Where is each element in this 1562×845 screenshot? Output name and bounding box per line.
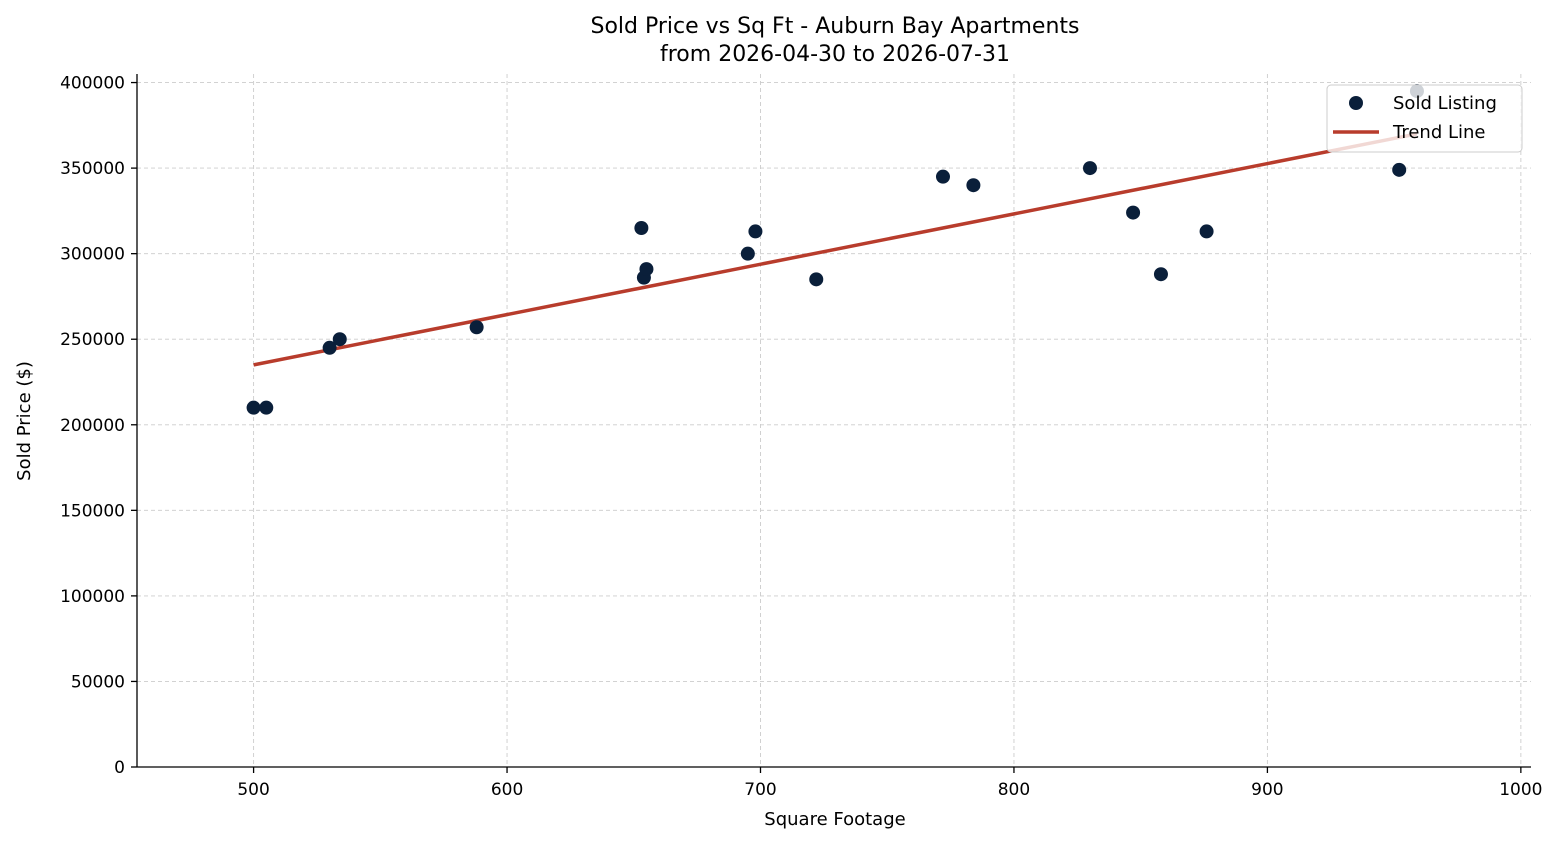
scatter-point xyxy=(748,224,763,239)
y-tick-label: 400000 xyxy=(60,74,125,94)
x-tick-label: 700 xyxy=(744,780,776,800)
scatter-points xyxy=(246,84,1424,415)
y-tick-label: 300000 xyxy=(60,245,125,265)
legend-marker-sold-listing xyxy=(1349,96,1363,110)
x-tick-label: 1000 xyxy=(1499,780,1542,800)
y-tick-label: 200000 xyxy=(60,416,125,436)
scatter-point xyxy=(740,246,755,261)
scatter-point xyxy=(322,340,337,355)
chart-subtitle: from 2026-04-30 to 2026-07-31 xyxy=(660,42,1010,67)
scatter-point xyxy=(809,272,824,287)
y-tick-label: 150000 xyxy=(60,501,125,521)
y-tick-label: 100000 xyxy=(60,587,125,607)
scatter-point xyxy=(332,332,347,347)
scatter-point xyxy=(246,400,261,415)
scatter-point xyxy=(935,169,950,184)
legend-label-trend-line: Trend Line xyxy=(1392,122,1486,143)
x-tick-label: 600 xyxy=(491,780,523,800)
scatter-point xyxy=(1082,161,1097,176)
x-tick-label: 900 xyxy=(1251,780,1283,800)
scatter-point xyxy=(1153,267,1168,282)
scatter-point xyxy=(1199,224,1214,239)
legend: Sold Listing Trend Line xyxy=(1326,84,1523,153)
x-tick-label: 800 xyxy=(998,780,1030,800)
y-tick-label: 0 xyxy=(114,758,125,778)
x-axis-ticks: 500 600 700 800 900 1000 xyxy=(237,767,1542,800)
scatter-point xyxy=(259,400,274,415)
scatter-point xyxy=(1392,162,1407,177)
grid xyxy=(137,74,1531,768)
legend-label-sold-listing: Sold Listing xyxy=(1393,93,1497,114)
scatter-point xyxy=(469,320,484,335)
scatter-point xyxy=(634,221,649,235)
y-axis-ticks: 0 50000 100000 150000 200000 250000 300000 3500… xyxy=(60,74,137,778)
scatter-point xyxy=(639,262,654,277)
y-tick-label: 50000 xyxy=(71,672,125,692)
x-tick-label: 500 xyxy=(237,780,269,800)
scatter-point xyxy=(966,178,981,193)
y-tick-label: 250000 xyxy=(60,330,125,350)
trend-line xyxy=(253,132,1418,367)
chart-title: Sold Price vs Sq Ft - Auburn Bay Apartme… xyxy=(590,14,1079,39)
scatter-point xyxy=(1126,205,1141,220)
y-axis-label: Sold Price ($) xyxy=(14,361,35,481)
legend-box xyxy=(1326,84,1523,153)
trend-line-series xyxy=(253,132,1418,367)
y-tick-label: 350000 xyxy=(60,159,125,179)
x-axis-label: Square Footage xyxy=(764,809,905,830)
